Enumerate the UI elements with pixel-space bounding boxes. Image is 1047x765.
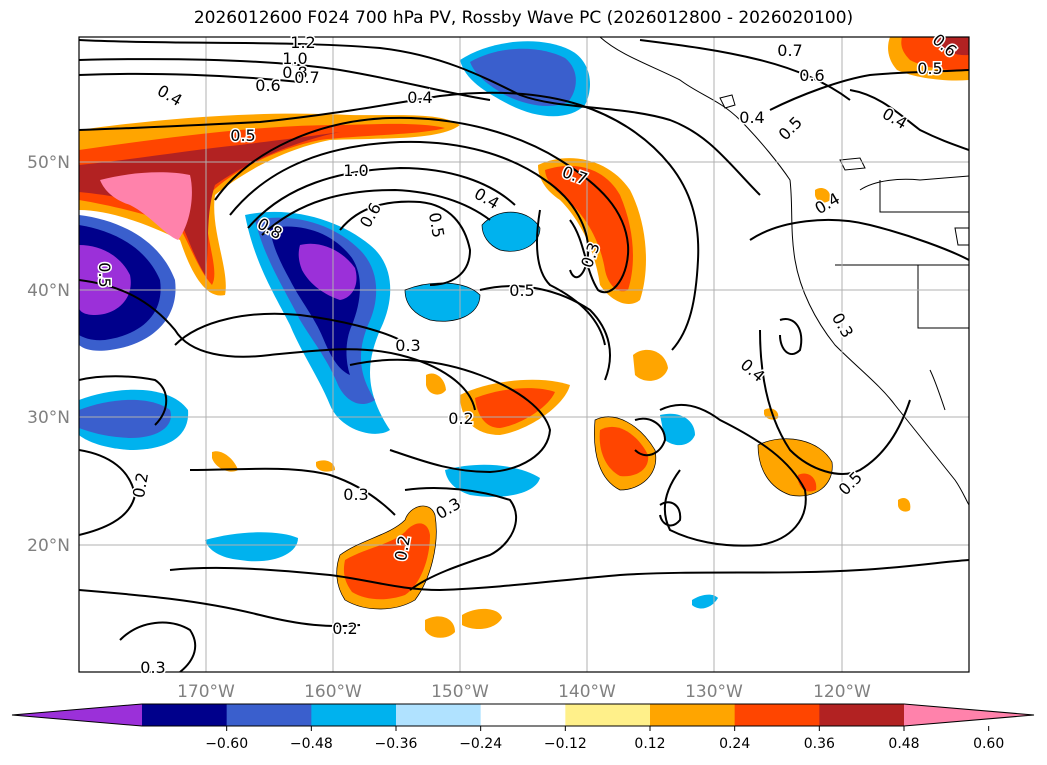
colorbar-segment	[480, 704, 566, 726]
colorbar-outline	[11, 703, 1035, 727]
colorbar-segment	[819, 704, 905, 726]
lat-label-30n: 30°N	[27, 408, 70, 428]
colorbar-segment	[650, 704, 736, 726]
lon-label-140w: 140°W	[558, 682, 616, 702]
contour-label: 0.3	[343, 485, 368, 504]
lat-label-50n: 50°N	[27, 153, 70, 173]
contour-label: 0.4	[739, 108, 764, 127]
contour-label: 0.4	[407, 88, 432, 107]
colorbar-segment	[396, 704, 482, 726]
colorbar-tick-label: −0.60	[205, 736, 248, 752]
contour-label: 1.0	[343, 161, 368, 180]
colorbar-extend-low	[12, 704, 142, 726]
gridlines	[79, 37, 969, 672]
latitude-labels: 50°N 40°N 30°N 20°N	[27, 153, 70, 556]
lon-label-130w: 130°W	[685, 682, 743, 702]
contour-label: 0.2	[129, 471, 152, 499]
contour-label: 1.0	[282, 49, 307, 68]
contour-label: 0.6	[255, 76, 280, 95]
lat-label-20n: 20°N	[27, 536, 70, 556]
pv-fill-layer	[79, 37, 969, 638]
colorbar-tick-label: 0.12	[634, 736, 665, 752]
colorbar-segment	[565, 704, 651, 726]
colorbar-tick-label: −0.24	[459, 736, 502, 752]
colorbar-segment	[142, 704, 228, 726]
colorbar: −0.60 −0.48 −0.36 −0.24 −0.12 0.12 0.24 0.36 0.4…	[11, 703, 1035, 752]
lon-label-150w: 150°W	[431, 682, 489, 702]
lat-label-40n: 40°N	[27, 281, 70, 301]
lon-label-160w: 160°W	[304, 682, 362, 702]
contour-label: 0.6	[799, 66, 824, 85]
pv-contour-layer	[79, 39, 969, 672]
contour-label: 0.3	[140, 658, 165, 677]
lon-label-170w: 170°W	[177, 682, 235, 702]
colorbar-segment	[311, 704, 397, 726]
colorbar-tick-label: −0.12	[544, 736, 587, 752]
map-frame	[78, 36, 970, 673]
contour-label: 0.5	[509, 281, 534, 300]
contour-label: 0.3	[395, 336, 420, 355]
contour-label: 0.5	[425, 211, 448, 239]
colorbar-extend-high	[904, 704, 1034, 726]
longitude-labels: 170°W 160°W 150°W 140°W 130°W 120°W	[177, 682, 871, 702]
lon-label-120w: 120°W	[813, 682, 871, 702]
colorbar-tick-label: 0.36	[804, 736, 835, 752]
contour-label: 0.2	[332, 619, 357, 638]
colorbar-tick-label: 0.60	[973, 736, 1004, 752]
contour-label: 1.2	[290, 33, 315, 52]
coastline-layer	[599, 37, 969, 506]
contour-label: 0.5	[917, 59, 942, 78]
contour-label: 0.5	[95, 262, 114, 287]
colorbar-tick-label: −0.48	[290, 736, 333, 752]
contour-label: 0.2	[448, 409, 473, 428]
fill-outline-layer	[336, 211, 833, 610]
contour-label: 0.7	[294, 68, 319, 87]
map-title: 2026012600 F024 700 hPa PV, Rossby Wave …	[193, 8, 854, 28]
colorbar-tick-label: 0.24	[719, 736, 750, 752]
colorbar-tick-label: 0.48	[888, 736, 919, 752]
colorbar-segment	[734, 704, 820, 726]
colorbar-segment	[226, 704, 312, 726]
colorbar-tick-label: −0.36	[375, 736, 418, 752]
contour-label: 0.8	[282, 63, 307, 82]
contour-label: 0.7	[777, 41, 802, 60]
contour-label: 0.5	[230, 126, 255, 145]
